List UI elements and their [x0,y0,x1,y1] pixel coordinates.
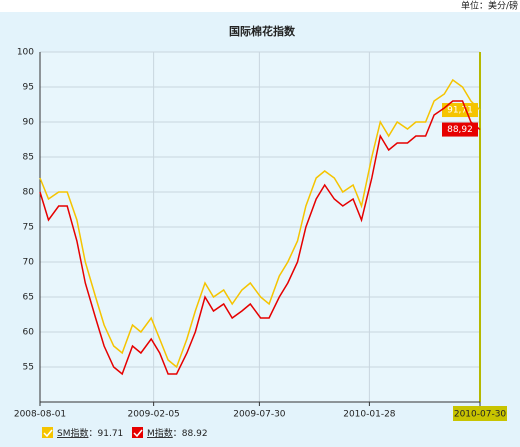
y-tick-label: 55 [23,363,34,373]
y-tick-label: 95 [23,83,34,93]
series-line [39,78,481,369]
x-tick-label: 2009-02-05 [127,410,179,420]
series-line [39,100,481,376]
unit-label: 单位：美分/磅 [461,0,518,12]
legend-tick [133,429,143,438]
x-tick-label: 2010-01-28 [343,410,396,420]
y-tick-label: 80 [23,188,35,198]
legend-label: M指数：88.92 [147,427,208,439]
value-label-box [442,103,478,118]
legend-check[interactable] [132,427,143,438]
y-tick-label: 90 [23,118,35,128]
legend-label: SM指数：91.71 [57,427,123,439]
y-tick-label: 100 [17,48,34,58]
x-tick-label: 2008-08-01 [14,410,66,420]
legend-tick [43,429,53,438]
y-tick-label: 75 [23,223,34,233]
value-label: 88,92 [447,125,473,135]
chart-title: 国际棉花指数 [229,24,296,38]
y-tick-label: 65 [23,293,34,303]
legend-value: 88.92 [182,429,208,439]
y-tick-label: 60 [23,328,35,338]
value-label: 91,71 [447,106,473,116]
x-highlight [453,406,507,421]
value-label-box [442,122,478,137]
legend-separator: ： [88,429,97,439]
legend-name[interactable]: SM指数 [57,427,88,439]
legend-check[interactable] [42,427,53,438]
legend-separator: ： [173,429,182,439]
y-tick-label: 85 [23,153,34,163]
y-tick-label: 70 [23,258,35,268]
x-tick-label: 2010-07-30 [454,410,507,420]
legend-value: 91.71 [98,429,124,439]
x-tick-label: 2009-07-30 [233,410,286,420]
legend-name[interactable]: M指数 [147,427,173,439]
